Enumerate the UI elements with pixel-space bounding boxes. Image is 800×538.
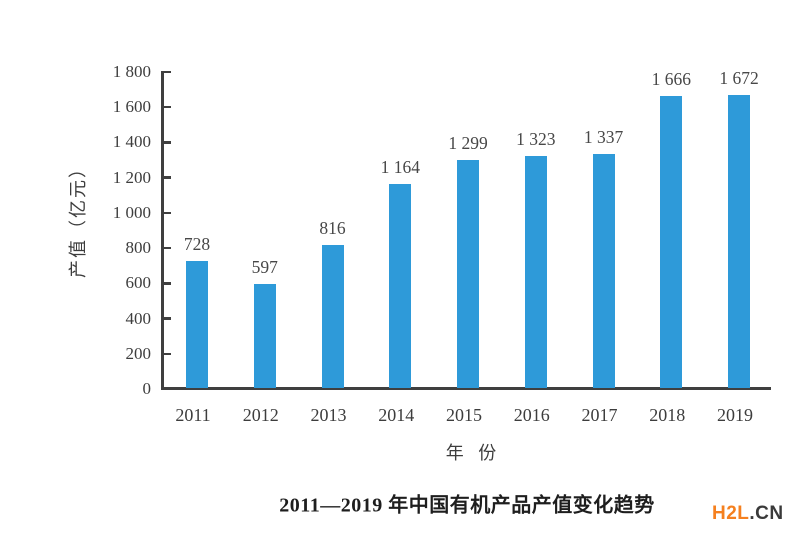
y-tick-mark (163, 105, 171, 109)
y-tick-label: 600 (125, 273, 152, 293)
bar-2016 (524, 156, 547, 388)
chart-caption: 2011—2019 年中国有机产品产值变化趋势 (279, 494, 655, 517)
bar-2019 (728, 94, 750, 388)
y-tick-mark (163, 352, 171, 356)
bar-value-label: 1 666 (651, 68, 691, 89)
y-tick-label: 1 000 (112, 202, 151, 222)
y-tick-mark (163, 70, 171, 74)
y-tick-mark (163, 246, 171, 250)
y-tick-mark (163, 211, 171, 215)
bar-value-label: 816 (319, 218, 346, 239)
bar-value-label: 1 672 (719, 67, 759, 88)
x-category-label: 2012 (242, 405, 279, 425)
bar-2018 (660, 95, 683, 388)
bar-2012 (253, 283, 276, 388)
bar-2014 (389, 184, 412, 388)
bar-value-label: 1 323 (516, 129, 556, 149)
bar-2013 (321, 245, 344, 388)
y-tick-mark (163, 141, 171, 144)
x-category-label: 2018 (649, 405, 686, 425)
x-category-label: 2013 (310, 405, 347, 425)
x-category-label: 2016 (513, 405, 550, 425)
site-logo-suffix: .CN (749, 503, 784, 524)
x-axis-line (161, 387, 771, 390)
y-tick-label: 200 (125, 343, 152, 363)
y-tick-label: 1 800 (112, 62, 151, 81)
x-axis-title: 年 份 (445, 443, 497, 463)
bar-value-label: 1 299 (448, 133, 488, 154)
y-tick-label: 0 (142, 379, 152, 398)
bar-2017 (592, 153, 615, 388)
bar-value-label: 597 (251, 256, 278, 277)
bar-2015 (457, 160, 479, 388)
y-tick-label: 1 400 (112, 132, 151, 152)
x-category-label: 2017 (581, 405, 618, 425)
y-axis-line (161, 71, 164, 389)
site-logo: H2L.CN (712, 503, 784, 525)
y-tick-label: 1 200 (112, 167, 151, 187)
bar-2011 (186, 260, 208, 388)
bar-value-label: 1 337 (583, 126, 624, 147)
y-tick-label: 400 (125, 308, 152, 328)
x-category-label: 2011 (175, 405, 211, 425)
y-tick-mark (163, 176, 171, 179)
bar-value-label: 1 164 (380, 157, 420, 177)
x-category-label: 2014 (378, 405, 415, 425)
y-tick-label: 1 600 (112, 97, 151, 117)
site-logo-prefix: H2L (712, 503, 750, 524)
y-tick-label: 800 (125, 238, 152, 258)
x-category-label: 2015 (446, 405, 482, 425)
x-category-label: 2019 (717, 405, 753, 425)
bar-value-label: 728 (183, 233, 211, 254)
y-tick-mark (163, 282, 171, 285)
y-tick-mark (163, 317, 171, 320)
